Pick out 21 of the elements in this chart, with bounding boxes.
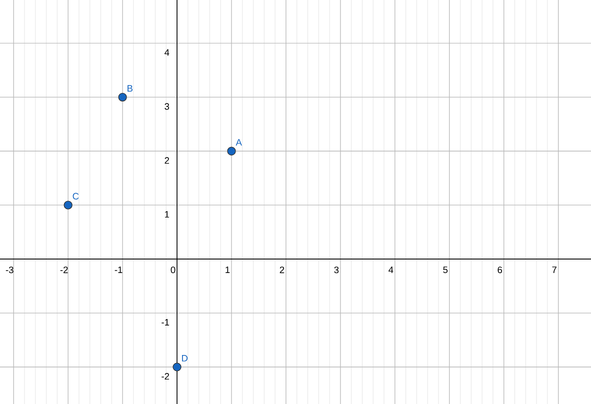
annotation: D xyxy=(182,354,188,362)
y-tick-label: 3 xyxy=(164,103,170,110)
x-tick-label: -3 xyxy=(6,266,14,274)
x-tick-label: 3 xyxy=(334,266,339,274)
y-tick-label: -2 xyxy=(162,372,170,380)
x-tick-label: 1 xyxy=(226,266,230,273)
y-tick-label: -1 xyxy=(162,318,170,326)
x-tick-label: 2 xyxy=(280,266,284,273)
x-tick-label: -1 xyxy=(114,266,122,273)
annotation: A xyxy=(236,139,242,146)
annotation: B xyxy=(128,85,133,92)
annotation: C xyxy=(72,192,79,200)
x-tick-label: -2 xyxy=(60,266,68,273)
x-tick-label: 5 xyxy=(443,266,448,273)
x-tick-label: 0 xyxy=(170,266,176,274)
y-tick-label: 2 xyxy=(164,157,170,164)
x-tick-label: 6 xyxy=(498,266,502,274)
x-tick-label: 7 xyxy=(552,266,556,273)
y-tick-label: 1 xyxy=(165,211,170,218)
x-tick-label: 4 xyxy=(388,266,394,273)
y-tick-label: 4 xyxy=(164,49,170,56)
